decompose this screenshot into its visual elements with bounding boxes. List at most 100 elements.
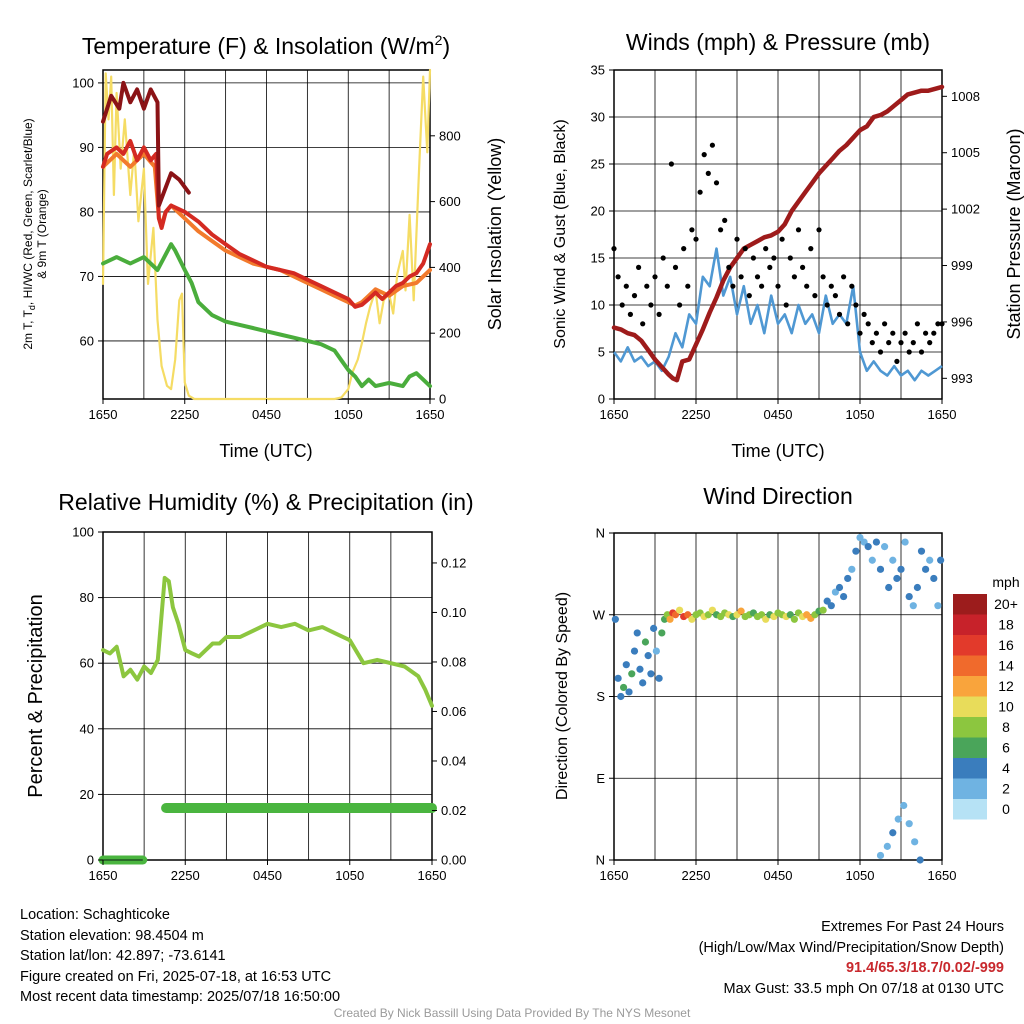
gust-point: [664, 283, 670, 289]
wind-ytick-label: 5: [598, 345, 605, 360]
extremes-title: Extremes For Past 24 Hours: [821, 919, 1004, 935]
rh-y2tick-label: 0.00: [441, 853, 466, 868]
temp-y2tick-label: 800: [439, 128, 461, 143]
gust-point: [861, 311, 867, 317]
dir-legend: 20+ 18 16 14 12 10 8 6 4 2 0: [953, 594, 1018, 820]
gust-point: [750, 255, 757, 261]
gust-point: [660, 255, 666, 261]
rh-ytick-label: 80: [80, 590, 94, 605]
legend-swatch: [953, 696, 987, 717]
wind-y2tick-label: 1008: [951, 89, 980, 104]
wind-y2tick-label: 996: [951, 314, 973, 329]
gust-point: [775, 283, 781, 289]
direction-point: [676, 606, 684, 614]
temp-series-temp-line: [101, 139, 432, 309]
legend-label: 20+: [994, 596, 1018, 612]
wind-xtick-label: 0450: [764, 407, 793, 422]
rh-y2tick-label: 0.10: [441, 605, 466, 620]
rh-title: Relative Humidity (%) & Precipitation (i…: [58, 489, 473, 515]
rh-xtick-label: 1650: [418, 868, 447, 883]
gust-point: [820, 274, 826, 280]
rh-xtick-label: 1050: [335, 868, 364, 883]
gust-point: [910, 340, 916, 346]
wind-y2tick-label: 1002: [951, 202, 980, 217]
direction-point: [819, 606, 827, 614]
temp-series-dewpoint-line: [101, 242, 432, 389]
rh-panel: Relative Humidity (%) & Precipitation (i…: [25, 489, 474, 883]
direction-point: [617, 692, 625, 701]
gust-point: [713, 180, 720, 186]
temp-xtick-label: 0450: [252, 407, 281, 422]
extremes-values: 91.4/65.3/18.7/0.02/-999: [845, 960, 1004, 976]
direction-point: [641, 638, 650, 646]
gust-point: [918, 349, 925, 355]
gust-point: [623, 283, 629, 289]
legend-label: 0: [1002, 801, 1010, 817]
gust-point: [754, 274, 761, 280]
direction-point: [614, 674, 622, 682]
rh-line: [101, 575, 434, 708]
wind-ytick-label: 0: [598, 392, 605, 407]
temp-ytick-label: 100: [72, 75, 94, 90]
gust-point: [935, 321, 941, 327]
direction-point: [827, 602, 835, 610]
gust-point: [701, 152, 707, 158]
rh-y2tick-label: 0.02: [441, 803, 466, 818]
gust-point: [816, 227, 822, 233]
gust-point: [906, 349, 912, 355]
dir-ytick-label: S: [596, 689, 605, 704]
wind-title: Winds (mph) & Pressure (mb): [626, 29, 930, 55]
gust-point: [611, 246, 617, 252]
gust-point: [779, 236, 785, 242]
direction-point: [666, 615, 674, 623]
direction-point: [835, 583, 844, 592]
wind-xtick-label: 2250: [682, 407, 711, 422]
direction-point: [647, 670, 655, 678]
wind-xtick-label: 1650: [928, 407, 957, 422]
direction-point: [937, 556, 945, 564]
legend-label: 4: [1002, 760, 1010, 776]
temp-y2tick-label: 0: [439, 392, 446, 407]
gust-point: [931, 330, 937, 336]
rh-ytick-label: 100: [72, 525, 94, 540]
direction-point: [611, 615, 619, 623]
direction-point: [900, 801, 908, 810]
gust-point: [734, 236, 740, 242]
dir-panel: Wind Direction 1650 2250 0450 1050 1650NESWN…: [554, 483, 1020, 883]
direction-point: [876, 851, 885, 860]
gust-point: [828, 283, 834, 289]
temp-ytick-label: 60: [80, 333, 94, 348]
temp-grid: [103, 70, 430, 399]
dir-ytick-label: N: [596, 526, 605, 541]
temp-y2tick-label: 600: [439, 194, 461, 209]
wind-y2tick-label: 993: [951, 371, 973, 386]
pressure-line: [611, 84, 945, 383]
dir-xtick-label: 2250: [682, 868, 711, 883]
rh-axes: 1650 2250 0450 1050 16500204060801000.000.02…: [72, 525, 466, 884]
gust-point: [877, 349, 884, 355]
gust-point: [668, 161, 675, 167]
dir-grid: [614, 533, 942, 860]
gust-point: [902, 330, 908, 336]
rh-y2tick-label: 0.06: [441, 704, 466, 719]
gust-point: [836, 311, 843, 317]
direction-point: [883, 842, 891, 850]
wind-axes: 1650 2250 0450 1050 165005101520253035993996…: [591, 63, 980, 423]
credit-line: Created By Nick Bassill Using Data Provi…: [333, 1006, 691, 1020]
legend-label: 8: [1002, 719, 1010, 735]
temp-series-group: [101, 68, 432, 401]
gust-point: [800, 264, 806, 270]
gust-point: [652, 274, 658, 280]
dir-legend-title: mph: [992, 574, 1019, 590]
direction-point: [926, 556, 934, 564]
station-info: Location: Schaghticoke Station elevation…: [20, 905, 340, 1008]
dir-series-group: [611, 533, 945, 864]
rh-xtick-label: 0450: [253, 868, 282, 883]
gust-point: [693, 236, 699, 242]
gust-point: [890, 330, 896, 336]
direction-point: [930, 574, 938, 583]
gust-point: [824, 302, 830, 308]
gust-point: [894, 358, 900, 364]
rh-xtick-label: 2250: [171, 868, 200, 883]
direction-point: [628, 670, 636, 678]
